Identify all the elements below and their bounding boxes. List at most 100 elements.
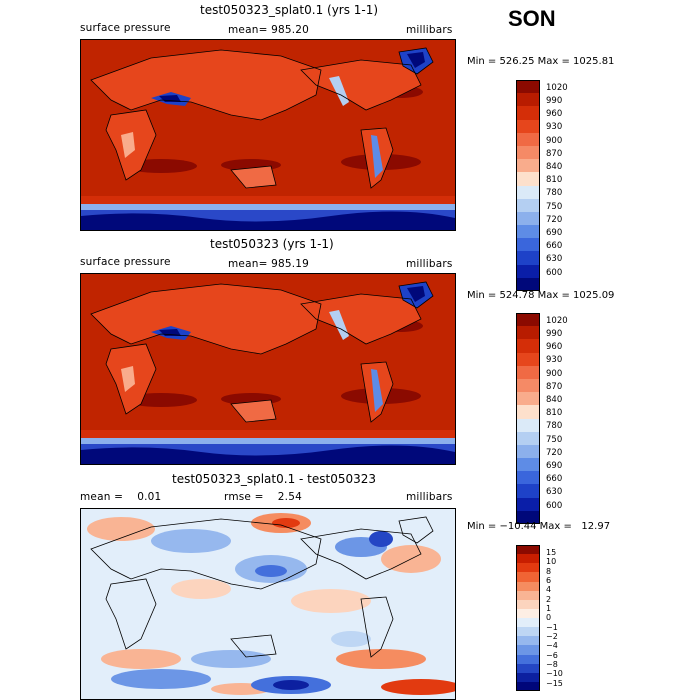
panel-2-colorbar-tick: 1020 [546,316,568,326]
panel-3-minmax: Min = −10.44 Max = 12.97 [467,521,611,532]
panel-1-colorbar-swatch [516,238,540,252]
panel-2-map [80,273,456,465]
panel-1-title: test050323_splat0.1 (yrs 1-1) [200,3,379,17]
season-label: SON [508,6,556,31]
panel-2-colorbar-swatch [516,497,540,511]
panel-3-colorbar-tick: −6 [546,650,558,660]
panel-2-colorbar-swatch [516,510,540,524]
panel-3-map [80,508,456,700]
panel-2-units-label: millibars [406,258,453,270]
panel-1-colorbar-swatch [516,93,540,107]
panel-2-colorbar-swatch [516,431,540,445]
panel-2-colorbar-tick: 780 [546,421,563,431]
panel-1-colorbar-tick: 990 [546,96,563,106]
panel-3-colorbar-swatch [516,654,540,664]
panel-2-colorbar-swatch [516,444,540,459]
panel-1-mean-label: mean= 985.20 [228,24,310,36]
panel-3-colorbar-tick: −8 [546,660,558,670]
panel-2-colorbar-swatch [516,405,540,419]
panel-1-colorbar-tick: 600 [546,268,563,278]
panel-3-colorbar-swatch [516,681,540,691]
panel-3-colorbar-tick: −4 [546,641,558,651]
panel-1-colorbar-swatch [516,185,540,199]
panel-1-units-label: millibars [406,24,453,36]
panel-3-colorbar-swatch [516,636,540,646]
panel-3-colorbar-swatch [516,581,540,591]
panel-1-colorbar-swatch [516,119,540,133]
panel-1-colorbar-swatch [516,80,540,94]
panel-1-colorbar-tick: 840 [546,162,563,172]
panel-3-colorbar-tick: −10 [546,669,563,679]
panel-3-colorbar-swatch [516,572,540,582]
panel-2-colorbar-tick: 810 [546,408,563,418]
panel-2-colorbar-swatch [516,352,540,366]
panel-1-colorbar-swatch [516,172,540,186]
panel-1-map [80,39,456,231]
panel-2-colorbar-tick: 690 [546,461,563,471]
panel-1-colorbar-tick: 750 [546,202,563,212]
panel-2-colorbar-tick: 870 [546,382,563,392]
panel-3-colorbar-tick: −15 [546,678,563,688]
panel-2-colorbar-swatch [516,378,540,393]
panel-3-colorbar-tick: 0 [546,613,552,623]
panel-1-colorbar-tick: 630 [546,254,563,264]
panel-1-colorbar-swatch [516,106,540,120]
panel-3-colorbar-tick: −1 [546,622,558,632]
panel-2-colorbar-swatch [516,392,540,406]
panel-3-colorbar-swatch [516,554,540,564]
panel-1-colorbar-tick: 870 [546,149,563,159]
panel-1-colorbar-tick: 690 [546,228,563,238]
panel-2-colorbar-swatch [516,471,540,485]
panel-2-colorbar-swatch [516,458,540,472]
panel-2-colorbar-swatch [516,365,540,379]
panel-3-mean-label: mean = 0.01 [80,491,162,503]
panel-1-colorbar-swatch [516,264,540,278]
panel-2-colorbar-swatch [516,484,540,498]
panel-1-colorbar-tick: 810 [546,175,563,185]
panel-1-colorbar-tick: 660 [546,241,563,251]
panel-1-colorbar-swatch [516,159,540,173]
panel-2-colorbar-swatch [516,313,540,327]
panel-2-colorbar-tick: 660 [546,474,563,484]
panel-3-colorbar-tick: −2 [546,632,558,642]
panel-3-colorbar-swatch [516,608,540,618]
panel-3-colorbar-swatch [516,618,540,628]
panel-3-colorbar-swatch [516,645,540,655]
panel-2-variable-label: surface pressure [80,256,171,268]
panel-1-colorbar-swatch [516,132,540,146]
panel-2-minmax: Min = 524.78 Max = 1025.09 [467,290,615,301]
panel-1-variable-label: surface pressure [80,22,171,34]
panel-3-colorbar-swatch [516,672,540,682]
panel-1-colorbar-tick: 780 [546,188,563,198]
panel-1-colorbar-tick: 960 [546,109,563,119]
panel-2-colorbar-swatch [516,326,540,340]
panel-1-colorbar-tick: 900 [546,136,563,146]
panel-3-colorbar-swatch [516,590,540,600]
panel-2-colorbar [516,313,540,524]
panel-2-colorbar-swatch [516,339,540,353]
panel-3-colorbar-tick: 2 [546,594,552,604]
panel-3-units-label: millibars [406,491,453,503]
panel-2-colorbar-tick: 630 [546,487,563,497]
panel-3-colorbar [516,545,540,691]
panel-1-colorbar-tick: 720 [546,215,563,225]
panel-1-colorbar-swatch [516,225,540,239]
panel-3-colorbar-tick: 10 [546,557,557,567]
panel-1-colorbar-tick: 930 [546,122,563,132]
panel-3-rmse-label: rmse = 2.54 [224,491,302,503]
panel-2-colorbar-tick: 750 [546,435,563,445]
panel-2-colorbar-tick: 930 [546,355,563,365]
panel-1-colorbar-tick: 1020 [546,83,568,93]
panel-2-colorbar-tick: 900 [546,369,563,379]
panel-3-colorbar-tick: 8 [546,566,552,576]
panel-3-colorbar-swatch [516,627,540,637]
panel-2-colorbar-tick: 960 [546,342,563,352]
panel-3-colorbar-swatch [516,663,540,673]
panel-3-colorbar-tick: 15 [546,548,557,557]
panel-3-colorbar-tick: 4 [546,585,552,595]
panel-1-colorbar-swatch [516,211,540,226]
panel-1-colorbar-swatch [516,251,540,265]
panel-3-title: test050323_splat0.1 - test050323 [172,472,377,486]
panel-1-colorbar [516,80,540,291]
panel-3-colorbar-swatch [516,563,540,573]
